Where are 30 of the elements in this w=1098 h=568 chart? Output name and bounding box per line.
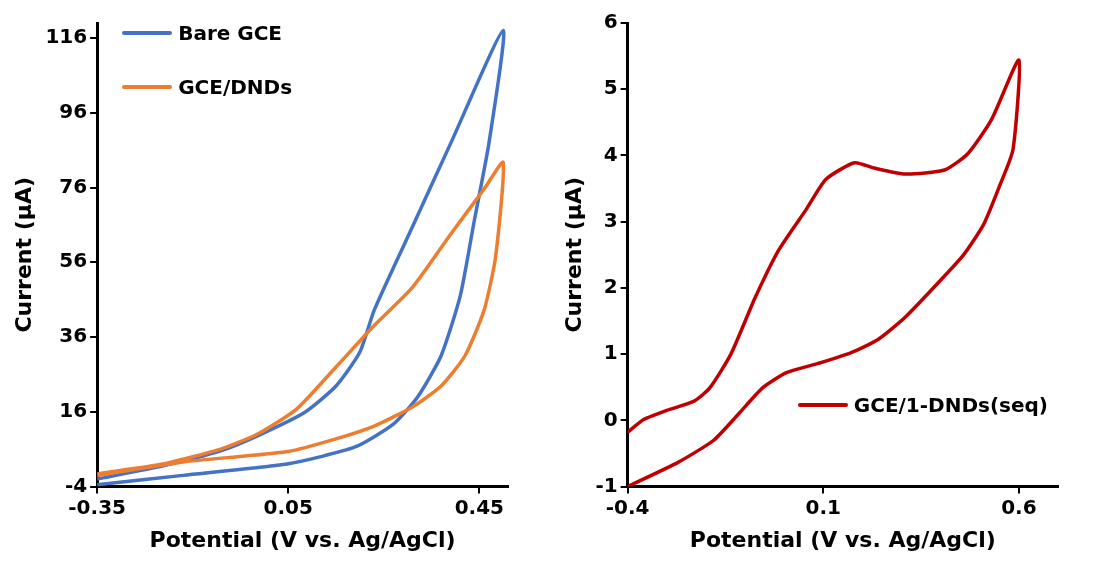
- y-tick-label: -1: [595, 472, 618, 497]
- y-tick-label: 1: [603, 340, 618, 365]
- y-tick-label: 16: [59, 398, 88, 423]
- x-tick-label: -0.35: [68, 494, 126, 519]
- x-tick-label: 0.45: [454, 494, 505, 519]
- x-tick-label: 0.05: [263, 494, 313, 519]
- y-tick-label: 36: [59, 323, 88, 348]
- y-tick-label: 116: [45, 24, 88, 49]
- legend-label: Bare GCE: [178, 21, 283, 45]
- y-tick-label: 5: [603, 75, 618, 100]
- legend-label: GCE/1-DNDs(seq): [853, 392, 1048, 417]
- y-tick-label: 96: [59, 98, 88, 123]
- line-series: [97, 160, 506, 478]
- y-axis-title: Current (µA): [560, 177, 586, 333]
- line-series: [97, 28, 505, 487]
- x-tick-label: 0.1: [805, 494, 841, 519]
- legend-label: GCE/DNDs: [178, 75, 293, 99]
- y-tick-label: 56: [59, 248, 88, 273]
- x-tick-label: -0.4: [605, 494, 650, 519]
- y-axis-title: Current (µA): [10, 177, 36, 333]
- y-tick-label: 6: [603, 9, 618, 34]
- y-tick-label: -4: [64, 472, 88, 497]
- y-tick-label: 0: [603, 406, 618, 431]
- y-tick-label: 4: [603, 141, 618, 166]
- y-tick-label: 3: [603, 207, 618, 232]
- y-tick-label: 2: [603, 274, 618, 299]
- x-tick-label: 0.6: [1001, 494, 1037, 519]
- x-axis-title: Potential (V vs. Ag/AgCl): [689, 526, 996, 552]
- y-tick-label: 76: [59, 173, 88, 198]
- x-axis-title: Potential (V vs. Ag/AgCl): [149, 526, 456, 552]
